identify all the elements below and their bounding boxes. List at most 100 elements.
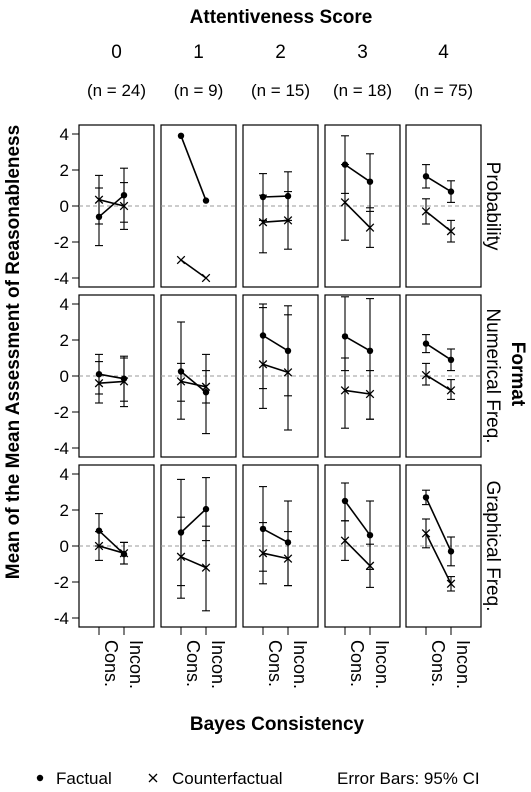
factual-point [177, 368, 185, 375]
chart-title: Attentiveness Score [190, 7, 373, 28]
factual-point [284, 347, 292, 354]
counterfactual-line [262, 363, 289, 374]
factual-line [425, 342, 452, 361]
factual-point [120, 192, 128, 199]
factual-point [341, 161, 349, 168]
counterfactual-point [446, 579, 456, 589]
factual-point [202, 197, 210, 204]
factual-line [425, 175, 452, 193]
factual-line [425, 497, 452, 552]
counterfactual-line [344, 201, 371, 229]
counterfactual-line [180, 259, 207, 279]
counterfactual-point [421, 529, 431, 538]
factual-point [120, 375, 128, 382]
factual-point [447, 356, 455, 363]
column-n-label: (n = 9) [174, 81, 224, 100]
counterfactual-line [344, 389, 371, 395]
factual-point [202, 505, 210, 513]
legend-counterfactual-label: Counterfactual [172, 769, 283, 788]
y-tick-label: -2 [54, 403, 69, 422]
counterfactual-line [98, 380, 125, 384]
counterfactual-point [446, 386, 456, 395]
y-tick-label: -4 [54, 269, 69, 288]
y-tick-label: -2 [54, 573, 69, 592]
factual-point [259, 525, 267, 533]
x-axis-title: Bayes Consistency [190, 714, 365, 735]
row-label: Probability [482, 162, 503, 251]
column-label: 1 [193, 42, 204, 63]
row-label: Numerical Freq. [482, 308, 503, 443]
counterfactual-point [340, 386, 350, 395]
factual-line [262, 528, 289, 544]
factual-line [344, 500, 371, 536]
factual-line [98, 194, 125, 218]
x-tick-label: Cons. [101, 640, 121, 687]
factual-point [95, 527, 103, 534]
factual-point [341, 497, 349, 505]
factual-point [422, 340, 430, 347]
counterfactual-point [340, 536, 350, 545]
y-tick-label: 2 [60, 161, 69, 180]
column-n-label: (n = 15) [251, 81, 310, 100]
factual-line [344, 335, 371, 352]
legend-factual-marker [36, 774, 44, 782]
column-label: 3 [357, 42, 368, 63]
counterfactual-line [262, 219, 289, 223]
factual-line [180, 135, 207, 201]
y-tick-label: -2 [54, 233, 69, 252]
column-label: 4 [438, 42, 449, 63]
counterfactual-line [98, 198, 125, 207]
legend: Factual Counterfactual Error Bars: 95% C… [36, 769, 480, 788]
factual-point [366, 532, 374, 539]
factual-point [177, 529, 185, 536]
x-tick-label: Cons. [347, 640, 367, 687]
legend-error-note: Error Bars: 95% CI [337, 769, 480, 788]
counterfactual-point [365, 223, 375, 232]
factual-point [447, 188, 455, 195]
y-tick-label: -4 [54, 609, 69, 628]
x-tick-label: Incon. [290, 640, 310, 689]
counterfactual-point [421, 370, 431, 380]
counterfactual-line [180, 556, 207, 569]
counterfactual-line [425, 533, 452, 585]
factual-line [344, 163, 371, 183]
counterfactual-point [201, 563, 211, 572]
factual-line [180, 370, 207, 393]
x-tick-label: Incon. [372, 640, 392, 689]
counterfactual-line [425, 374, 452, 392]
y-axis-title: Mean of the Mean Assessment of Reasonabl… [3, 125, 24, 579]
factual-point [259, 193, 267, 201]
x-tick-label: Incon. [126, 640, 146, 689]
factual-point [447, 548, 455, 555]
x-tick-label: Cons. [265, 640, 285, 687]
y-tick-label: 0 [60, 197, 69, 216]
plot-area: 0 (n = 24) 1 (n = 9) 2 (n = 15) 3 (n = 18) 4 (n =… [54, 42, 503, 689]
counterfactual-line [180, 380, 207, 388]
counterfactual-point [176, 255, 186, 265]
y-tick-label: 4 [60, 125, 69, 144]
factual-point [422, 494, 430, 501]
factual-point [95, 371, 103, 378]
column-label: 2 [275, 42, 286, 63]
counterfactual-point [258, 217, 268, 227]
factual-point [120, 550, 128, 558]
factual-line [180, 508, 207, 534]
y-tick-label: 0 [60, 367, 69, 386]
x-tick-label: Incon. [453, 640, 473, 689]
x-tick-label: Incon. [208, 640, 228, 689]
counterfactual-point [446, 226, 456, 236]
y-tick-label: 2 [60, 501, 69, 520]
y-tick-label: -4 [54, 439, 69, 458]
counterfactual-line [262, 552, 289, 560]
y-tick-label: 0 [60, 537, 69, 556]
factual-point [284, 192, 292, 200]
factual-point [284, 539, 292, 546]
counterfactual-line [344, 540, 371, 567]
factual-point [341, 333, 349, 340]
factual-point [259, 332, 267, 339]
factual-line [262, 334, 289, 352]
factual-point [366, 178, 374, 185]
column-n-label: (n = 24) [87, 81, 146, 100]
counterfactual-point [421, 207, 431, 216]
